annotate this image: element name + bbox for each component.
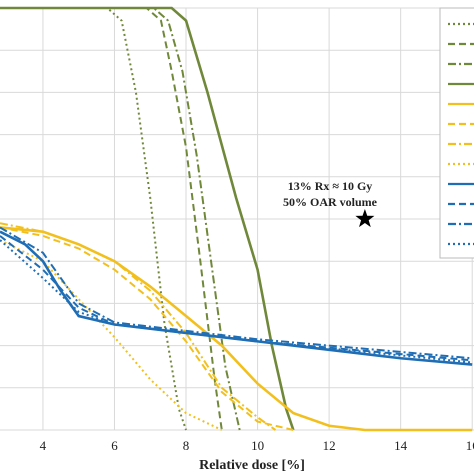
x-tick-label: 6 <box>111 438 118 453</box>
x-tick-label: 16 <box>466 438 474 453</box>
series-line <box>0 226 294 431</box>
x-tick-label: 12 <box>323 438 336 453</box>
series-line <box>0 222 277 431</box>
x-tick-label: 4 <box>40 438 47 453</box>
plot-area: 4 6 8 10 12 14 16 <box>0 6 474 453</box>
series-line <box>0 7 187 431</box>
series-line <box>0 6 295 431</box>
series-line <box>0 239 223 431</box>
series-line <box>0 226 473 360</box>
x-tick-label: 10 <box>251 438 264 453</box>
star-marker <box>355 209 375 228</box>
series-line <box>0 7 241 431</box>
series-line <box>0 239 473 364</box>
x-axis-title: Relative dose [%] <box>199 458 305 473</box>
x-tick-label: 8 <box>183 438 190 453</box>
annotation: 13% Rx ≈ 10 Gy <box>288 179 373 193</box>
series-line <box>0 235 473 362</box>
annotation: 50% OAR volume <box>283 195 378 209</box>
series-line <box>0 7 223 431</box>
x-tick-label: 14 <box>394 438 408 453</box>
legend <box>439 7 474 259</box>
